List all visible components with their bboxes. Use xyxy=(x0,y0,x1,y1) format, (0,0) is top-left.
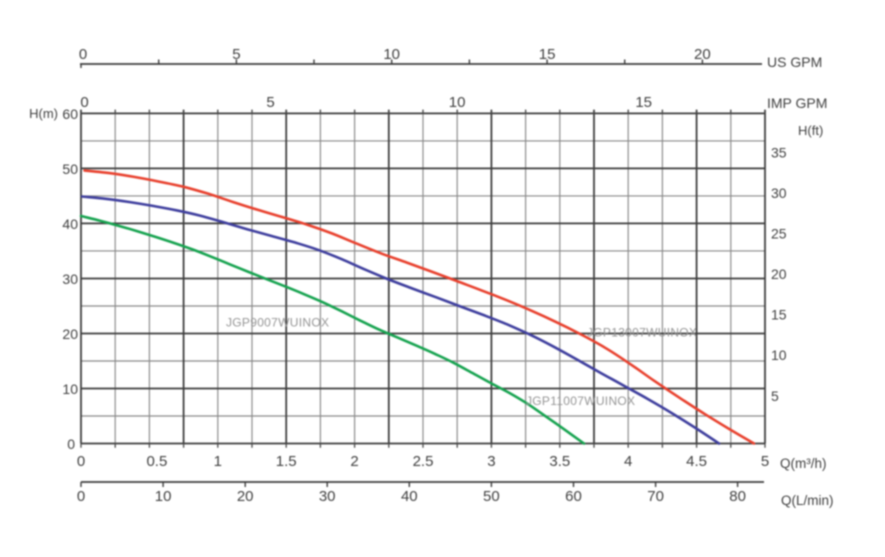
svg-text:JGP11007WUINOX: JGP11007WUINOX xyxy=(526,394,635,408)
svg-text:0: 0 xyxy=(67,436,75,452)
svg-text:0: 0 xyxy=(79,46,87,63)
svg-text:20: 20 xyxy=(237,488,254,505)
svg-text:30: 30 xyxy=(319,488,336,505)
svg-text:60: 60 xyxy=(62,106,78,122)
svg-text:80: 80 xyxy=(729,488,746,505)
svg-text:3.5: 3.5 xyxy=(549,453,570,470)
svg-text:IMP GPM: IMP GPM xyxy=(767,95,827,111)
svg-text:10: 10 xyxy=(62,381,78,397)
svg-text:10: 10 xyxy=(771,347,787,363)
svg-text:20: 20 xyxy=(694,46,711,63)
svg-text:5: 5 xyxy=(232,46,240,63)
svg-text:2.5: 2.5 xyxy=(413,453,434,470)
svg-text:2: 2 xyxy=(350,453,358,470)
svg-text:15: 15 xyxy=(635,94,652,111)
svg-text:5: 5 xyxy=(266,94,274,111)
svg-text:35: 35 xyxy=(771,145,787,161)
svg-text:H(ft): H(ft) xyxy=(798,123,823,138)
svg-text:JGP9007WUINOX: JGP9007WUINOX xyxy=(226,316,329,330)
svg-text:0: 0 xyxy=(77,488,85,505)
svg-text:50: 50 xyxy=(483,488,500,505)
svg-text:60: 60 xyxy=(565,488,582,505)
svg-text:5: 5 xyxy=(761,453,769,470)
svg-text:Q(L/min): Q(L/min) xyxy=(781,493,834,508)
svg-text:4: 4 xyxy=(624,453,632,470)
svg-text:50: 50 xyxy=(62,161,78,177)
svg-text:25: 25 xyxy=(771,226,787,242)
svg-text:5: 5 xyxy=(771,388,779,404)
svg-text:20: 20 xyxy=(62,326,78,342)
svg-text:30: 30 xyxy=(62,271,78,287)
svg-text:20: 20 xyxy=(771,266,787,282)
svg-text:70: 70 xyxy=(647,488,664,505)
svg-text:10: 10 xyxy=(155,488,172,505)
svg-text:30: 30 xyxy=(771,185,787,201)
svg-text:15: 15 xyxy=(771,307,787,323)
svg-text:40: 40 xyxy=(62,216,78,232)
svg-text:US GPM: US GPM xyxy=(767,54,822,70)
svg-text:0: 0 xyxy=(77,453,85,470)
svg-text:1.5: 1.5 xyxy=(276,453,297,470)
svg-text:15: 15 xyxy=(539,46,556,63)
svg-text:JGP13007WUINOX: JGP13007WUINOX xyxy=(587,326,697,340)
svg-text:Q(m³/h): Q(m³/h) xyxy=(780,456,827,471)
svg-text:0: 0 xyxy=(80,94,88,111)
svg-text:0.5: 0.5 xyxy=(146,453,167,470)
svg-text:H(m): H(m) xyxy=(29,106,58,121)
svg-text:10: 10 xyxy=(449,94,466,111)
svg-text:40: 40 xyxy=(401,488,418,505)
svg-text:4.5: 4.5 xyxy=(686,453,707,470)
svg-text:10: 10 xyxy=(383,46,400,63)
svg-text:3: 3 xyxy=(487,453,495,470)
svg-text:1: 1 xyxy=(214,453,222,470)
